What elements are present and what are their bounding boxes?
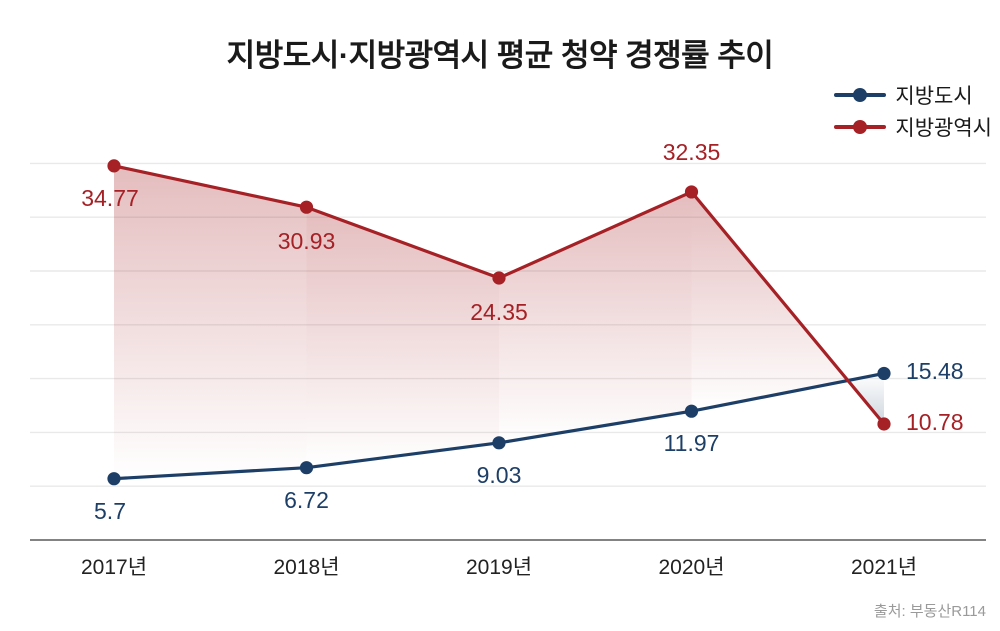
- data-point-label: 10.78: [906, 409, 964, 435]
- source-attribution: 출처: 부동산R114: [873, 603, 986, 620]
- legend-marker-icon-series-1: [834, 120, 887, 134]
- data-point-label: 15.48: [906, 358, 964, 385]
- gap-fill-segment: [306, 207, 499, 468]
- data-point-marker[interactable]: [107, 159, 121, 173]
- gap-fill-segment: [114, 165, 307, 479]
- data-point-marker[interactable]: [492, 271, 506, 285]
- data-point-marker[interactable]: [299, 200, 314, 214]
- data-point-marker[interactable]: [877, 417, 891, 431]
- data-point-marker[interactable]: [684, 185, 699, 199]
- series-line: [112, 164, 886, 426]
- legend-label-series-0: 지방도시: [895, 85, 973, 108]
- data-point-label: 24.35: [470, 298, 528, 325]
- x-axis-tick-label: 2017년: [80, 556, 148, 579]
- legend-dot-series-1: [853, 120, 868, 134]
- x-axis-tick-label: 2019년: [465, 556, 533, 579]
- data-point-label: 30.93: [277, 228, 336, 255]
- gap-fill-segment: [847, 373, 884, 425]
- data-point-marker[interactable]: [492, 436, 506, 450]
- data-point-label: 9.03: [476, 461, 522, 488]
- chart-legend: 지방도시 지방광역시: [834, 82, 992, 140]
- legend-marker-icon-series-0: [834, 88, 887, 102]
- data-point-label: 5.7: [94, 497, 126, 524]
- data-point-label: 6.72: [284, 486, 329, 513]
- data-point-label: 32.35: [662, 138, 721, 165]
- legend-dot-series-0: [853, 88, 868, 102]
- data-point-label: 11.97: [663, 430, 720, 457]
- data-point-label: 34.77: [81, 184, 139, 211]
- gap-fill-segment: [691, 191, 848, 412]
- x-axis-tick-label: 2018년: [273, 556, 340, 579]
- x-axis-tick-label: 2021년: [850, 556, 918, 579]
- legend-item-series-1[interactable]: 지방광역시: [834, 114, 992, 140]
- data-point-marker[interactable]: [107, 472, 121, 486]
- legend-item-series-0[interactable]: 지방도시: [834, 82, 973, 108]
- data-point-marker[interactable]: [877, 366, 891, 381]
- gap-fill-segment: [499, 191, 692, 443]
- x-axis-tick-label: 2020년: [658, 556, 725, 579]
- data-point-marker[interactable]: [299, 461, 314, 475]
- chart-title: 지방도시·지방광역시 평균 청약 경쟁률 추이: [226, 38, 774, 73]
- data-point-marker[interactable]: [684, 404, 699, 418]
- legend-label-series-1: 지방광역시: [895, 117, 992, 140]
